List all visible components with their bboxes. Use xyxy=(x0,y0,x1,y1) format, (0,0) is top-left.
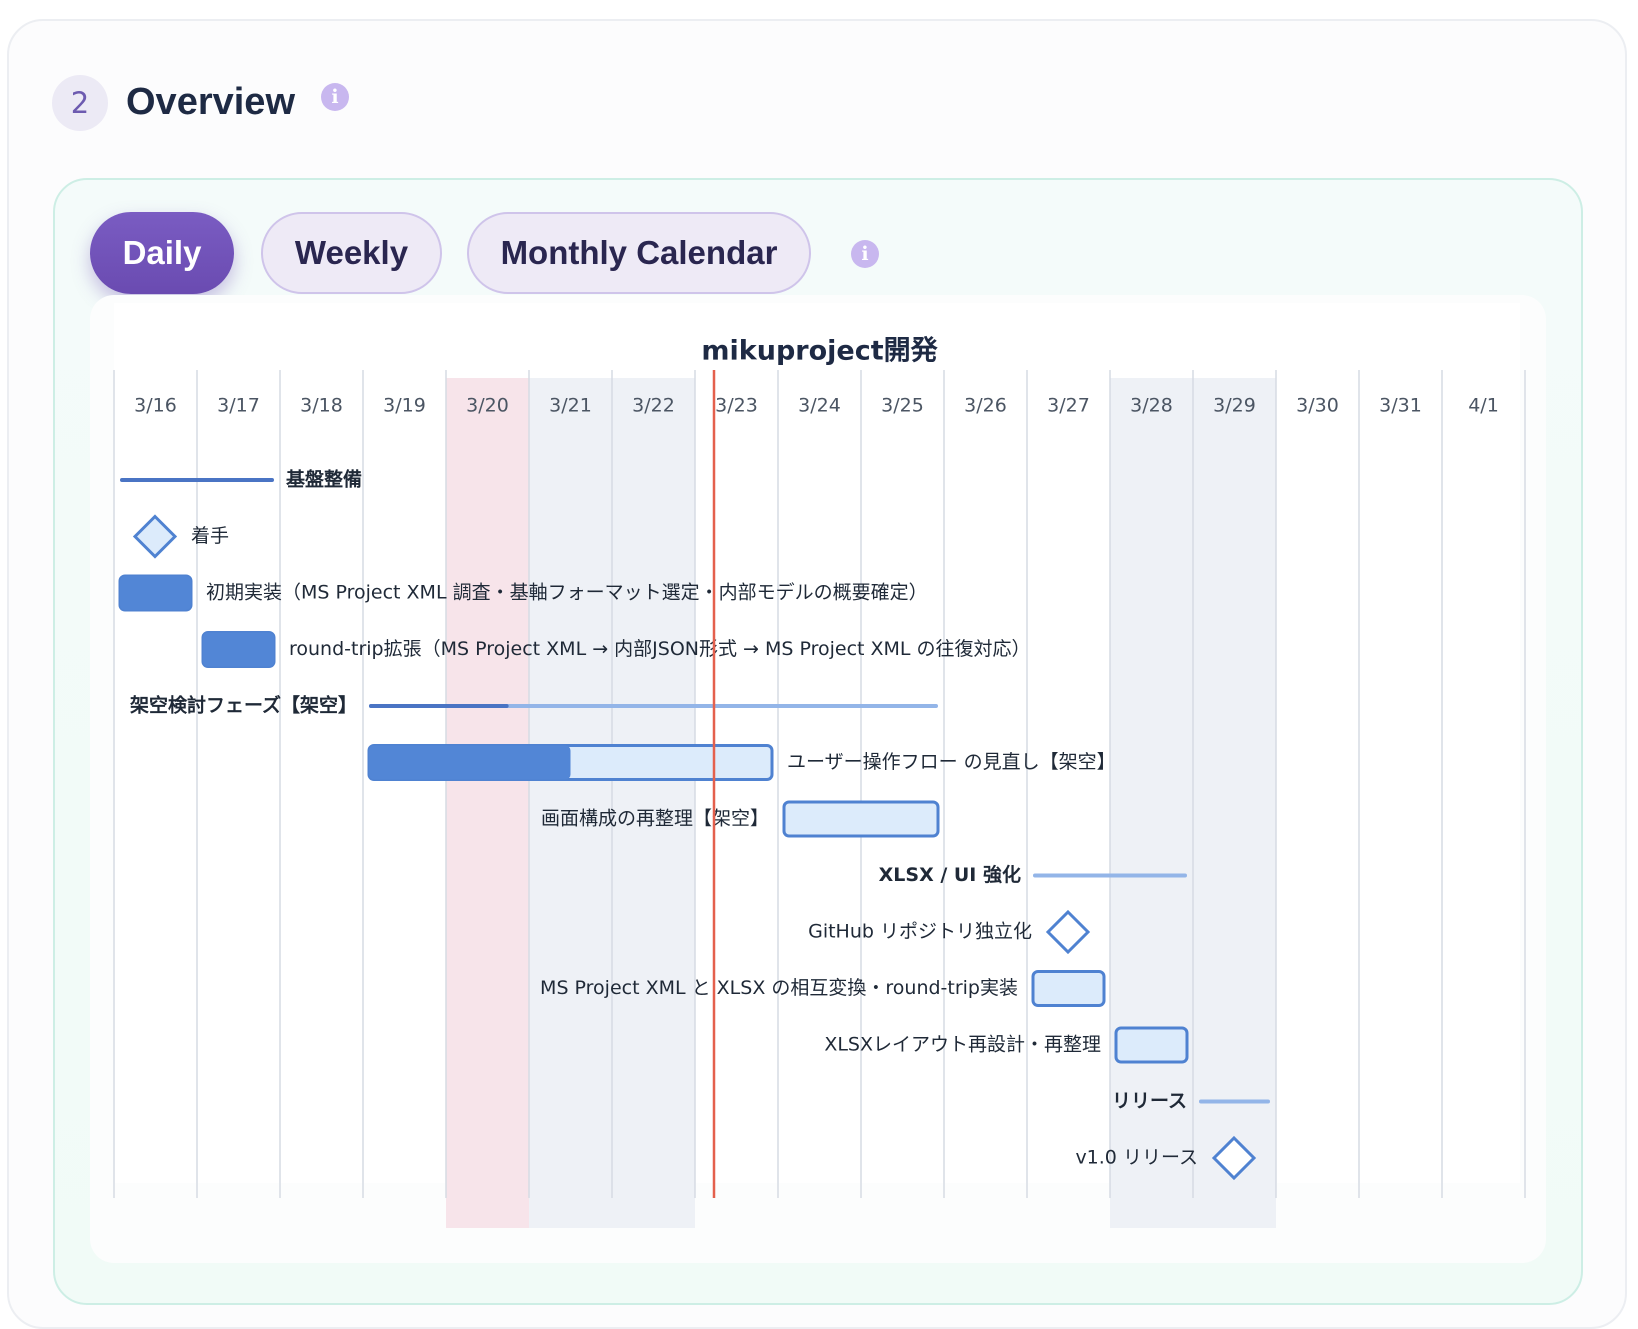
milestone-diamond[interactable] xyxy=(1211,1135,1257,1181)
date-tick-label: 3/29 xyxy=(1213,395,1256,417)
weekend-column xyxy=(529,378,612,1228)
holiday-column xyxy=(446,378,529,1228)
step-number-badge: 2 xyxy=(52,75,108,131)
tab-weekly[interactable]: Weekly xyxy=(261,212,442,294)
milestone-diamond[interactable] xyxy=(132,514,178,559)
task-label: ユーザー操作フロー の見直し【架空】 xyxy=(787,751,1116,773)
tab-monthly-calendar[interactable]: Monthly Calendar xyxy=(467,212,811,294)
date-tick-label: 3/26 xyxy=(964,395,1007,417)
milestone-label: 着手 xyxy=(191,525,229,547)
info-icon[interactable]: i xyxy=(321,83,349,111)
tab-daily[interactable]: Daily xyxy=(90,212,234,294)
summary-label: XLSX / UI 強化 xyxy=(879,863,1021,886)
date-tick-label: 3/28 xyxy=(1130,395,1173,417)
summary-label: リリース xyxy=(1112,1090,1187,1112)
task-label: XLSXレイアウト再設計・再整理 xyxy=(824,1034,1101,1056)
gantt-chart: mikuproject開発 3/16 3/17 3/18 3/19 3/20 3/21 3/2… xyxy=(113,303,1526,1228)
task-progress xyxy=(120,576,191,610)
task-label: round-trip拡張（MS Project XML → 内部JSON形式 →… xyxy=(289,638,1031,660)
gantt-chart-card: mikuproject開発 3/16 3/17 3/18 3/19 3/20 3/21 3/2… xyxy=(90,295,1546,1263)
date-tick-label: 4/1 xyxy=(1468,395,1499,417)
date-tick-label: 3/27 xyxy=(1047,395,1090,417)
date-tick-label: 3/31 xyxy=(1379,395,1422,417)
weekend-column xyxy=(1110,378,1193,1228)
milestone-diamond[interactable] xyxy=(1045,909,1091,955)
task-progress xyxy=(203,632,274,667)
task-bar[interactable] xyxy=(782,800,940,838)
date-tick-label: 3/17 xyxy=(217,395,260,417)
date-tick-label: 3/19 xyxy=(383,395,426,417)
milestone-label: v1.0 リリース xyxy=(1075,1147,1198,1169)
date-tick-label: 3/24 xyxy=(798,395,841,417)
chart-plot-area xyxy=(114,303,1520,1183)
weekend-column xyxy=(1193,378,1276,1228)
view-info-icon[interactable]: i xyxy=(851,240,879,268)
task-label: 初期実装（MS Project XML 調査・基軸フォーマット選定・内部モデルの… xyxy=(206,582,928,604)
date-tick-label: 3/25 xyxy=(881,395,924,417)
milestone-label: GitHub リポジトリ独立化 xyxy=(808,921,1032,943)
date-tick-label: 3/30 xyxy=(1296,395,1339,417)
date-tick-label: 3/23 xyxy=(715,395,758,417)
date-tick-label: 3/22 xyxy=(632,395,675,417)
date-tick-label: 3/20 xyxy=(466,395,509,417)
task-label: MS Project XML と XLSX の相互変換・round-trip実装 xyxy=(540,977,1018,999)
summary-label: 架空検討フェーズ【架空】 xyxy=(129,694,357,717)
task-bar[interactable] xyxy=(1114,1026,1189,1064)
task-progress xyxy=(369,745,571,780)
task-label: 画面構成の再整理【架空】 xyxy=(541,808,769,830)
summary-label: 基盤整備 xyxy=(285,468,362,491)
section-title: Overview xyxy=(126,81,295,123)
task-bar[interactable] xyxy=(1031,970,1106,1007)
date-tick-label: 3/16 xyxy=(134,395,177,417)
weekend-column xyxy=(612,378,695,1228)
date-tick-label: 3/21 xyxy=(549,395,592,417)
chart-title: mikuproject開発 xyxy=(701,336,938,367)
date-tick-label: 3/18 xyxy=(300,395,343,417)
